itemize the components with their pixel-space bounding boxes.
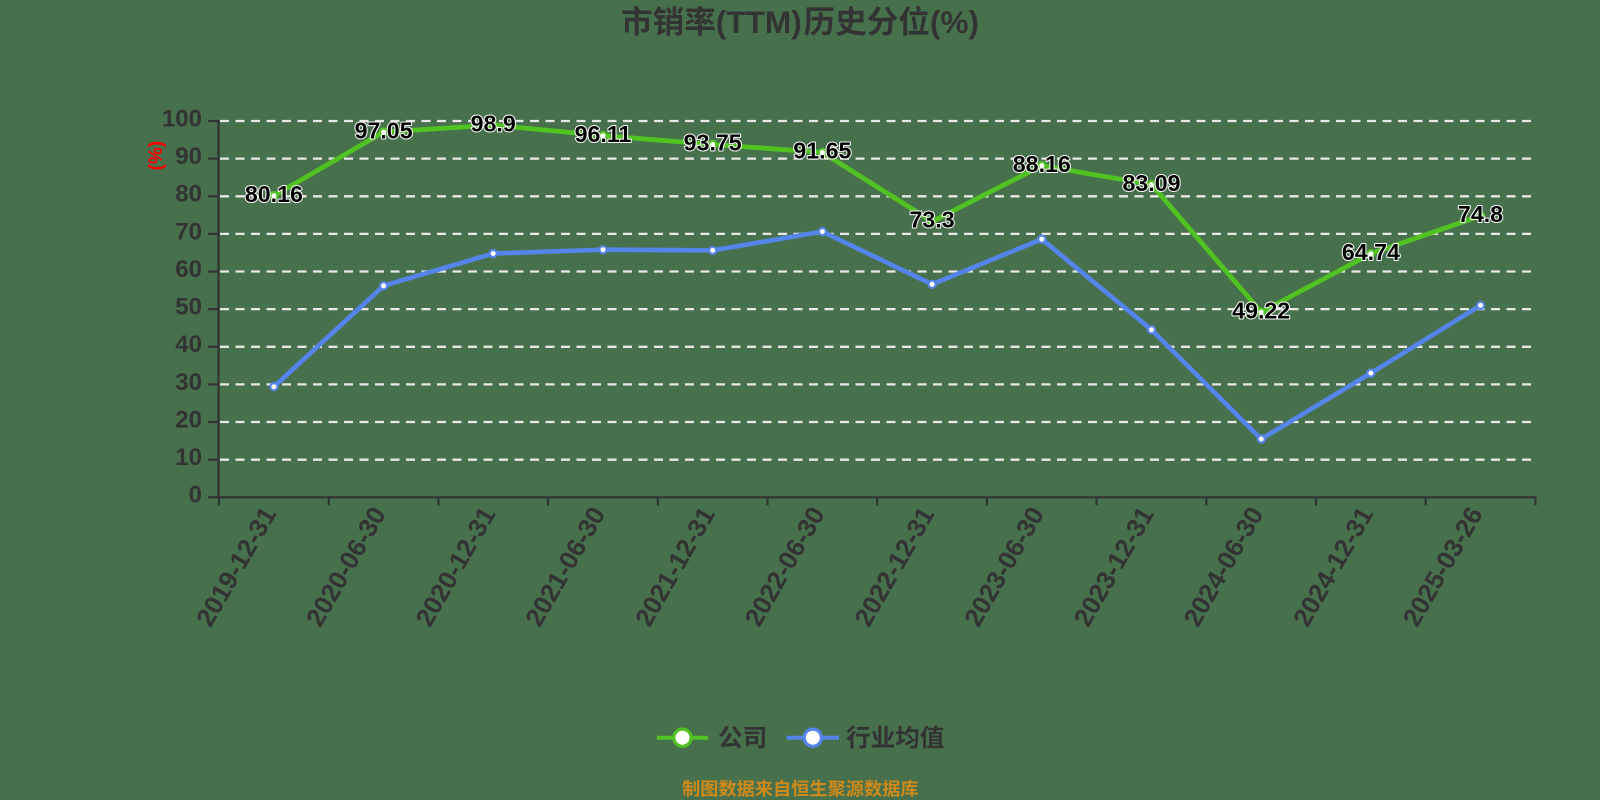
svg-text:49.22: 49.22 [1232, 297, 1290, 323]
svg-text:(TTM): (TTM) [716, 4, 802, 40]
svg-text:64.74: 64.74 [1342, 239, 1400, 265]
svg-text:20: 20 [175, 406, 202, 433]
svg-text:73.3: 73.3 [910, 207, 955, 233]
svg-text:88.16: 88.16 [1013, 151, 1071, 177]
svg-text:10: 10 [175, 444, 202, 471]
svg-text:98.9: 98.9 [471, 110, 516, 136]
svg-text:74.8: 74.8 [1458, 201, 1503, 227]
svg-text:30: 30 [175, 369, 202, 396]
svg-text:70: 70 [175, 218, 202, 245]
svg-text:97.05: 97.05 [355, 117, 413, 143]
svg-text:0: 0 [189, 482, 202, 509]
svg-text:(%): (%) [146, 141, 167, 171]
svg-text:80: 80 [175, 181, 202, 208]
svg-text:83.09: 83.09 [1122, 170, 1180, 196]
svg-text:100: 100 [162, 105, 202, 132]
svg-text:96.11: 96.11 [575, 121, 632, 147]
svg-text:80.16: 80.16 [245, 181, 303, 207]
svg-text:(%): (%) [930, 4, 979, 40]
svg-text:90: 90 [175, 143, 202, 170]
svg-text:40: 40 [175, 331, 202, 358]
svg-text:60: 60 [175, 256, 202, 283]
svg-text:91.65: 91.65 [793, 138, 851, 164]
svg-text:50: 50 [175, 294, 202, 321]
svg-text:93.75: 93.75 [684, 130, 742, 156]
